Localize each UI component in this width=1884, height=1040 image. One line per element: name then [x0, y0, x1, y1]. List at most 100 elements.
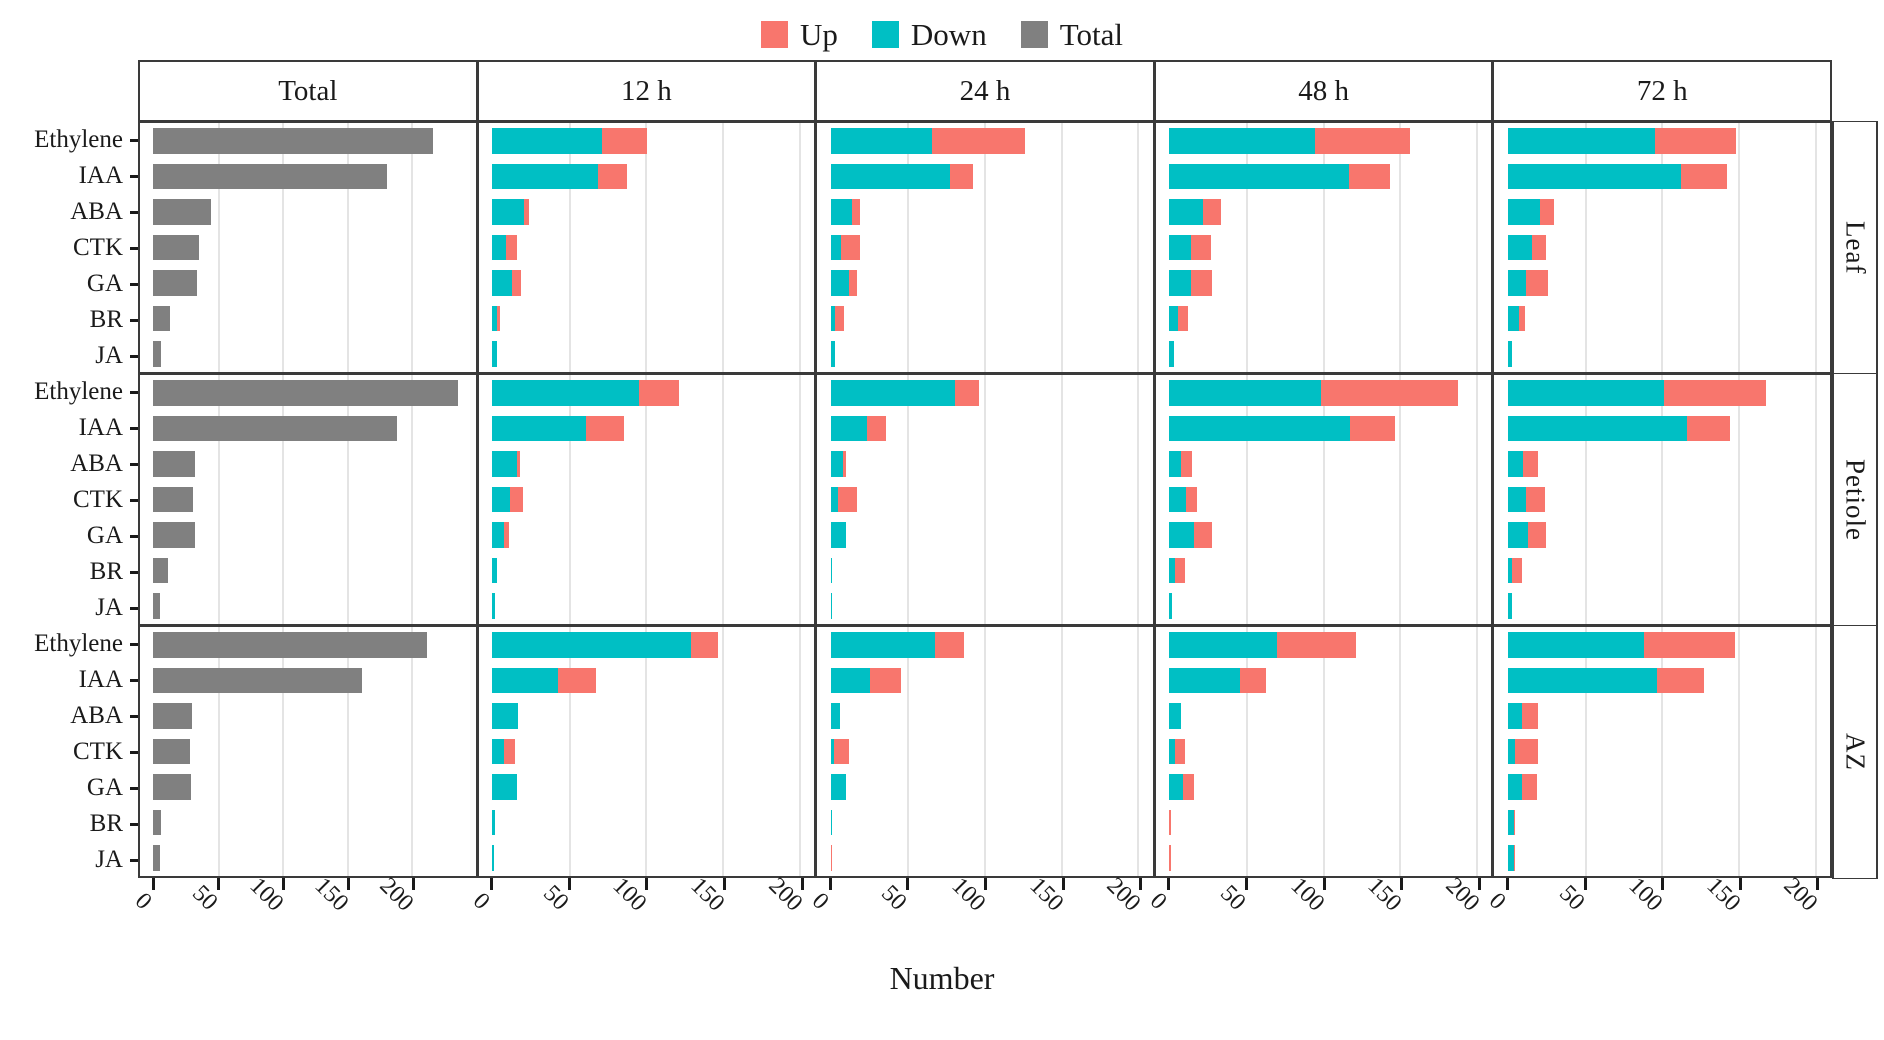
total-color-swatch	[1020, 20, 1048, 48]
bar-segment-total	[153, 341, 162, 368]
bar-segment-down	[1169, 738, 1176, 765]
bar-row-br	[492, 809, 814, 836]
bar-segment-down	[1169, 486, 1187, 513]
bar-segment-down	[492, 305, 497, 332]
bar-segment-up	[852, 199, 860, 225]
legend-item-total: Total	[1020, 19, 1123, 50]
bar-segment-up	[1181, 451, 1193, 477]
x-axis-tick	[1400, 878, 1404, 890]
panel-gridline	[798, 375, 801, 624]
bar-segment-down	[1169, 163, 1349, 190]
bar-segment-up	[833, 738, 849, 765]
panel-gridline	[1245, 123, 1248, 372]
bar-segment-down	[1507, 163, 1682, 190]
bar-row-br	[1507, 809, 1830, 836]
bar-row-ja	[153, 593, 475, 620]
bar-segment-down	[830, 199, 853, 225]
bar-segment-down	[830, 305, 836, 332]
bar-row-ja	[153, 341, 475, 368]
x-axis-tick	[1477, 878, 1481, 890]
bar-segment-down	[830, 593, 833, 620]
panel-gridline	[1814, 375, 1817, 624]
panel-gridline	[1399, 375, 1402, 624]
panel-gridline	[1322, 123, 1325, 372]
bar-row-ga	[1507, 270, 1830, 296]
x-axis-tick	[906, 878, 910, 890]
panel-gridline	[798, 123, 801, 372]
bar-segment-up	[639, 379, 680, 406]
bar-segment-down	[1507, 486, 1527, 513]
bar-row-ethylene	[1507, 379, 1830, 406]
bar-row-ctk	[492, 234, 814, 261]
y-axis-label-text: IAA	[78, 414, 123, 441]
panel-gridline	[1060, 627, 1063, 876]
bar-segment-up	[1518, 305, 1525, 332]
bar-segment-down	[1507, 809, 1514, 836]
panel-gridline	[411, 375, 414, 624]
facet-column-header-72h: 72 h	[1492, 60, 1832, 122]
bar-segment-down	[492, 845, 494, 872]
y-axis-label-ethylene: Ethylene	[6, 626, 139, 662]
y-axis-label-br: BR	[6, 302, 139, 338]
bar-segment-down	[830, 774, 846, 800]
bar-segment-down	[1507, 738, 1516, 765]
bar-segment-up	[835, 305, 845, 332]
y-axis-label-text: IAA	[78, 666, 123, 693]
bar-row-ethylene	[492, 127, 814, 154]
x-axis-tick	[1661, 878, 1665, 890]
bar-row-ethylene	[1169, 127, 1491, 154]
x-axis-tick	[1139, 878, 1143, 890]
y-axis-label-text: JA	[95, 846, 123, 873]
bar-row-aba	[1169, 199, 1491, 225]
y-axis-label-text: CTK	[73, 486, 123, 513]
bar-segment-up	[1540, 199, 1554, 225]
bar-row-br	[492, 305, 814, 332]
bar-row-ja	[492, 845, 814, 872]
x-axis-tick	[347, 878, 351, 890]
panel-gridline	[1137, 123, 1140, 372]
panel-gridline	[1584, 375, 1587, 624]
bar-segment-down	[1507, 305, 1519, 332]
bar-segment-down	[1169, 774, 1184, 800]
bar-segment-total	[153, 234, 199, 261]
bar-segment-up	[1178, 305, 1188, 332]
panel-gridline	[1661, 123, 1664, 372]
bar-segment-up	[1186, 486, 1197, 513]
bar-segment-down	[1169, 341, 1174, 368]
y-axis-label-iaa: IAA	[6, 410, 139, 446]
panel-gridline	[907, 123, 910, 372]
x-axis-tick	[567, 878, 571, 890]
panel-gridline	[984, 375, 987, 624]
bar-row-aba	[830, 199, 1153, 225]
bar-segment-up	[524, 199, 529, 225]
bar-row-ctk	[830, 738, 1153, 765]
bar-segment-up	[1526, 270, 1548, 296]
panel-gridline	[722, 123, 725, 372]
bar-row-ethylene	[153, 379, 475, 406]
bar-segment-up	[510, 486, 523, 513]
bar-segment-total	[153, 199, 212, 225]
bar-segment-down	[1507, 667, 1657, 694]
bar-row-ctk	[1169, 486, 1491, 513]
bar-segment-total	[153, 774, 191, 800]
bar-segment-up	[511, 270, 522, 296]
x-axis-tick	[281, 878, 285, 890]
bar-segment-down	[1507, 127, 1656, 154]
bar-row-br	[830, 809, 1153, 836]
x-axis-tick	[1738, 878, 1742, 890]
bar-segment-up	[496, 305, 500, 332]
bar-row-ga	[1169, 522, 1491, 548]
corner-spacer	[1832, 60, 1878, 122]
y-axis-label-text: BR	[89, 810, 123, 837]
bar-segment-up	[1276, 631, 1357, 658]
bar-row-iaa	[1507, 415, 1830, 442]
bar-segment-total	[153, 305, 171, 332]
bar-segment-up	[597, 163, 627, 190]
x-axis-tick	[1322, 878, 1326, 890]
x-axis-tick	[1816, 878, 1820, 890]
bar-segment-down	[830, 557, 833, 584]
bar-segment-up	[1183, 774, 1194, 800]
bar-row-aba	[1169, 451, 1491, 477]
bar-row-iaa	[1169, 415, 1491, 442]
panel-petiole-72h	[1492, 373, 1832, 626]
